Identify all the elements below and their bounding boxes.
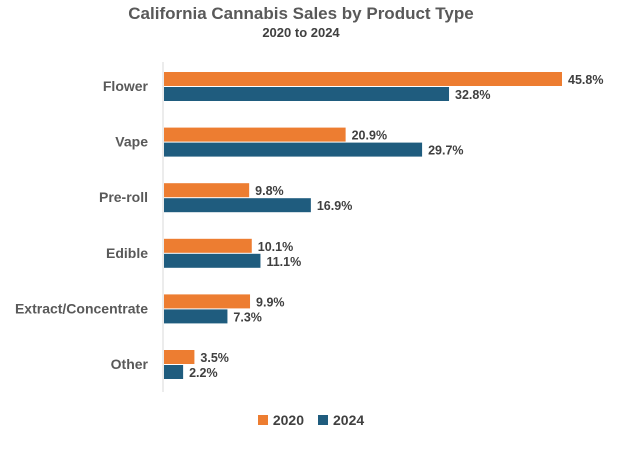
- chart-legend: 2020 2024: [0, 412, 622, 428]
- data-label-flower-2024: 32.8%: [455, 88, 490, 102]
- bar-vape-2020: [164, 127, 346, 142]
- bar-extract-concentrate-2024: [164, 309, 228, 324]
- chart-title: California Cannabis Sales by Product Typ…: [128, 4, 474, 23]
- bar-other-2024: [164, 365, 184, 379]
- data-label-other-2020: 3.5%: [200, 351, 229, 365]
- bar-flower-2020: [164, 72, 562, 86]
- data-label-vape-2024: 29.7%: [428, 144, 463, 158]
- legend-item-2024: 2024: [318, 412, 364, 428]
- data-label-other-2024: 2.2%: [189, 366, 218, 380]
- bar-extract-concentrate-2020: [164, 294, 251, 309]
- legend-swatch-2024: [318, 415, 328, 425]
- bar-pre-roll-2024: [164, 198, 311, 213]
- category-label-extract-concentrate: Extract/Concentrate: [15, 300, 148, 316]
- category-label-edible: Edible: [106, 245, 148, 261]
- data-label-flower-2020: 45.8%: [568, 73, 603, 87]
- data-label-edible-2020: 10.1%: [258, 240, 293, 254]
- category-label-vape: Vape: [115, 134, 148, 150]
- legend-item-2020: 2020: [257, 412, 304, 428]
- bar-flower-2024: [164, 87, 450, 101]
- category-label-pre-roll: Pre-roll: [99, 189, 148, 205]
- bar-pre-roll-2020: [164, 183, 250, 198]
- data-label-extract-concentrate-2020: 9.9%: [256, 295, 285, 309]
- data-label-pre-roll-2024: 16.9%: [317, 199, 352, 213]
- legend-label-2024: 2024: [333, 412, 365, 428]
- bar-vape-2024: [164, 142, 423, 157]
- legend-swatch-2020: [257, 415, 268, 425]
- bar-other-2020: [164, 350, 195, 364]
- category-label-other: Other: [111, 356, 149, 372]
- chart-subtitle: 2020 to 2024: [262, 25, 340, 40]
- category-label-flower: Flower: [103, 78, 149, 94]
- legend-label-2020: 2020: [272, 412, 304, 428]
- bar-edible-2020: [164, 238, 252, 253]
- data-label-vape-2020: 20.9%: [352, 129, 387, 143]
- data-label-pre-roll-2020: 9.8%: [255, 184, 283, 198]
- bar-edible-2024: [164, 253, 261, 268]
- data-label-edible-2024: 11.1%: [266, 255, 301, 269]
- data-label-extract-concentrate-2024: 7.3%: [233, 310, 262, 324]
